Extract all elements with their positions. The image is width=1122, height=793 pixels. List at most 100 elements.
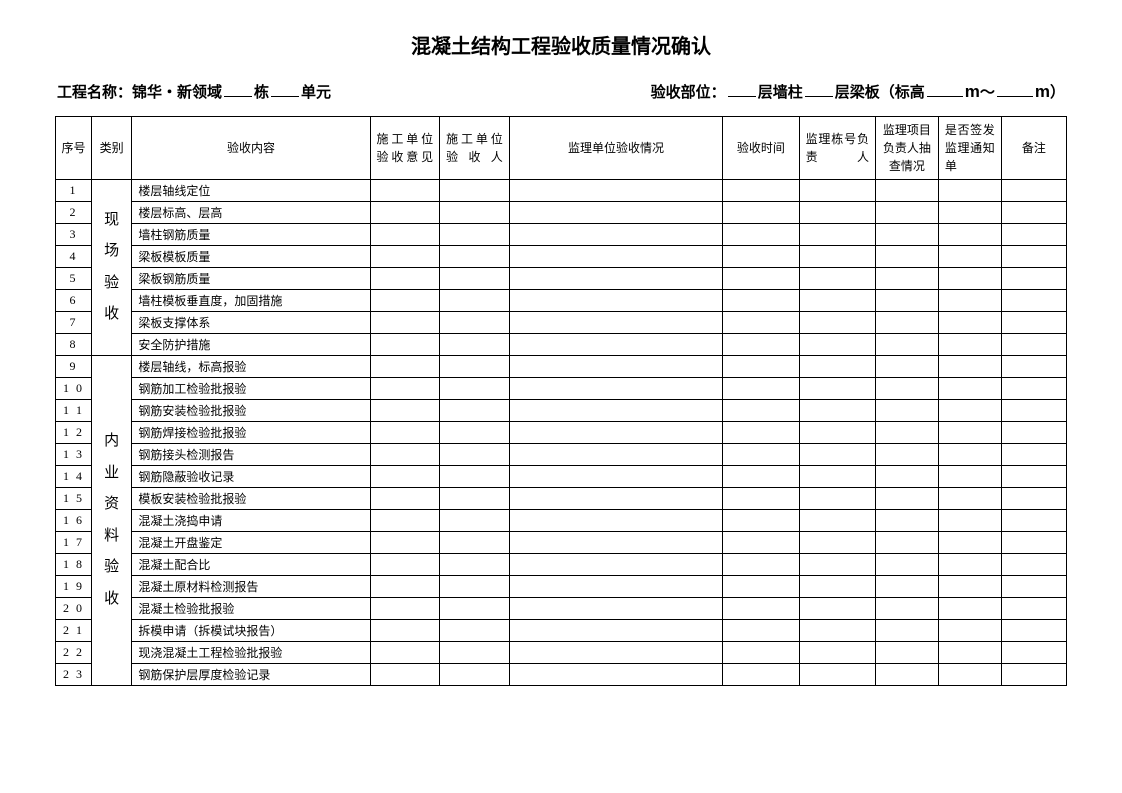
cell-content: 钢筋加工检验批报验 xyxy=(132,378,370,400)
cell-empty xyxy=(370,400,440,422)
cell-empty xyxy=(1001,532,1066,554)
cell-empty xyxy=(723,378,799,400)
cell-empty xyxy=(440,312,510,334)
cell-content: 楼层轴线，标高报验 xyxy=(132,356,370,378)
blank-floor2 xyxy=(805,81,833,97)
cell-empty xyxy=(723,202,799,224)
th-time: 验收时间 xyxy=(723,117,799,180)
table-row: 2 1 拆模申请（拆模试块报告） xyxy=(56,620,1067,642)
page-title: 混凝土结构工程验收质量情况确认 xyxy=(55,30,1067,59)
cell-content: 钢筋安装检验批报验 xyxy=(132,400,370,422)
cell-empty xyxy=(938,246,1001,268)
cell-empty xyxy=(723,400,799,422)
cell-empty xyxy=(938,642,1001,664)
blank-building xyxy=(224,81,252,97)
cell-content: 拆模申请（拆模试块报告） xyxy=(132,620,370,642)
table-row: 6墙柱模板垂直度，加固措施 xyxy=(56,290,1067,312)
cell-empty xyxy=(440,422,510,444)
cell-seq: 6 xyxy=(56,290,92,312)
cell-empty xyxy=(370,466,440,488)
th-check: 监理项目负责人抽查情况 xyxy=(875,117,938,180)
accept-label: 验收部位： xyxy=(651,85,726,101)
cell-empty xyxy=(370,224,440,246)
cell-seq: 5 xyxy=(56,268,92,290)
table-row: 1 6混凝土浇捣申请 xyxy=(56,510,1067,532)
cell-empty xyxy=(509,510,722,532)
cell-empty xyxy=(723,532,799,554)
cell-empty xyxy=(370,356,440,378)
cell-empty xyxy=(875,246,938,268)
cell-empty xyxy=(440,400,510,422)
cell-empty xyxy=(723,180,799,202)
cell-empty xyxy=(1001,598,1066,620)
cell-empty xyxy=(723,466,799,488)
table-row: 1 3钢筋接头检测报告 xyxy=(56,444,1067,466)
cell-empty xyxy=(509,488,722,510)
header-row: 序号 类别 验收内容 施工单位验收意见 施工单位验收人 监理单位验收情况 验收时… xyxy=(56,117,1067,180)
cell-seq: 2 1 xyxy=(56,620,92,642)
cell-empty xyxy=(799,510,875,532)
cell-empty xyxy=(875,312,938,334)
cell-empty xyxy=(875,554,938,576)
cell-empty xyxy=(799,356,875,378)
cell-empty xyxy=(1001,554,1066,576)
cell-content: 模板安装检验批报验 xyxy=(132,488,370,510)
cell-empty xyxy=(1001,664,1066,686)
cell-empty xyxy=(440,246,510,268)
cell-empty xyxy=(799,312,875,334)
cell-empty xyxy=(1001,268,1066,290)
cell-empty xyxy=(370,598,440,620)
cell-empty xyxy=(440,620,510,642)
cell-empty xyxy=(1001,312,1066,334)
unit-m2: m xyxy=(1035,82,1050,101)
accept-info: 验收部位：层墙柱层梁板（标高m～m） xyxy=(651,81,1065,102)
cell-empty xyxy=(370,334,440,356)
cell-empty xyxy=(1001,444,1066,466)
cell-empty xyxy=(938,444,1001,466)
cell-empty xyxy=(875,642,938,664)
cell-empty xyxy=(723,334,799,356)
cell-empty xyxy=(440,488,510,510)
blank-floor1 xyxy=(728,81,756,97)
building-suffix: 栋 xyxy=(254,85,269,101)
cell-content: 钢筋隐蔽验收记录 xyxy=(132,466,370,488)
cell-empty xyxy=(723,422,799,444)
cell-empty xyxy=(938,312,1001,334)
cell-empty xyxy=(723,268,799,290)
cell-content: 混凝土浇捣申请 xyxy=(132,510,370,532)
cell-empty xyxy=(440,664,510,686)
table-row: 4梁板模板质量 xyxy=(56,246,1067,268)
cell-empty xyxy=(875,576,938,598)
blank-elev1 xyxy=(927,81,963,97)
cell-empty xyxy=(723,620,799,642)
cell-empty xyxy=(723,598,799,620)
tilde: ～ xyxy=(980,85,995,101)
cell-empty xyxy=(938,598,1001,620)
cell-empty xyxy=(938,356,1001,378)
cell-seq: 1 xyxy=(56,180,92,202)
table-row: 1 9混凝土原材料检测报告 xyxy=(56,576,1067,598)
cell-empty xyxy=(440,334,510,356)
cell-empty xyxy=(440,378,510,400)
cell-empty xyxy=(723,290,799,312)
cell-empty xyxy=(875,598,938,620)
cell-empty xyxy=(875,400,938,422)
cell-empty xyxy=(440,598,510,620)
cell-empty xyxy=(370,180,440,202)
cell-empty xyxy=(723,224,799,246)
cell-empty xyxy=(799,202,875,224)
cell-empty xyxy=(875,488,938,510)
cell-empty xyxy=(509,246,722,268)
table-row: 2楼层标高、层高 xyxy=(56,202,1067,224)
cell-category: 现场验收 xyxy=(91,180,131,356)
cell-empty xyxy=(875,334,938,356)
cell-empty xyxy=(509,224,722,246)
cell-empty xyxy=(799,422,875,444)
cell-empty xyxy=(1001,400,1066,422)
cell-empty xyxy=(875,532,938,554)
table-row: 2 0混凝土检验批报验 xyxy=(56,598,1067,620)
cell-empty xyxy=(509,620,722,642)
cell-content: 墙柱钢筋质量 xyxy=(132,224,370,246)
cell-empty xyxy=(938,202,1001,224)
cell-empty xyxy=(509,664,722,686)
